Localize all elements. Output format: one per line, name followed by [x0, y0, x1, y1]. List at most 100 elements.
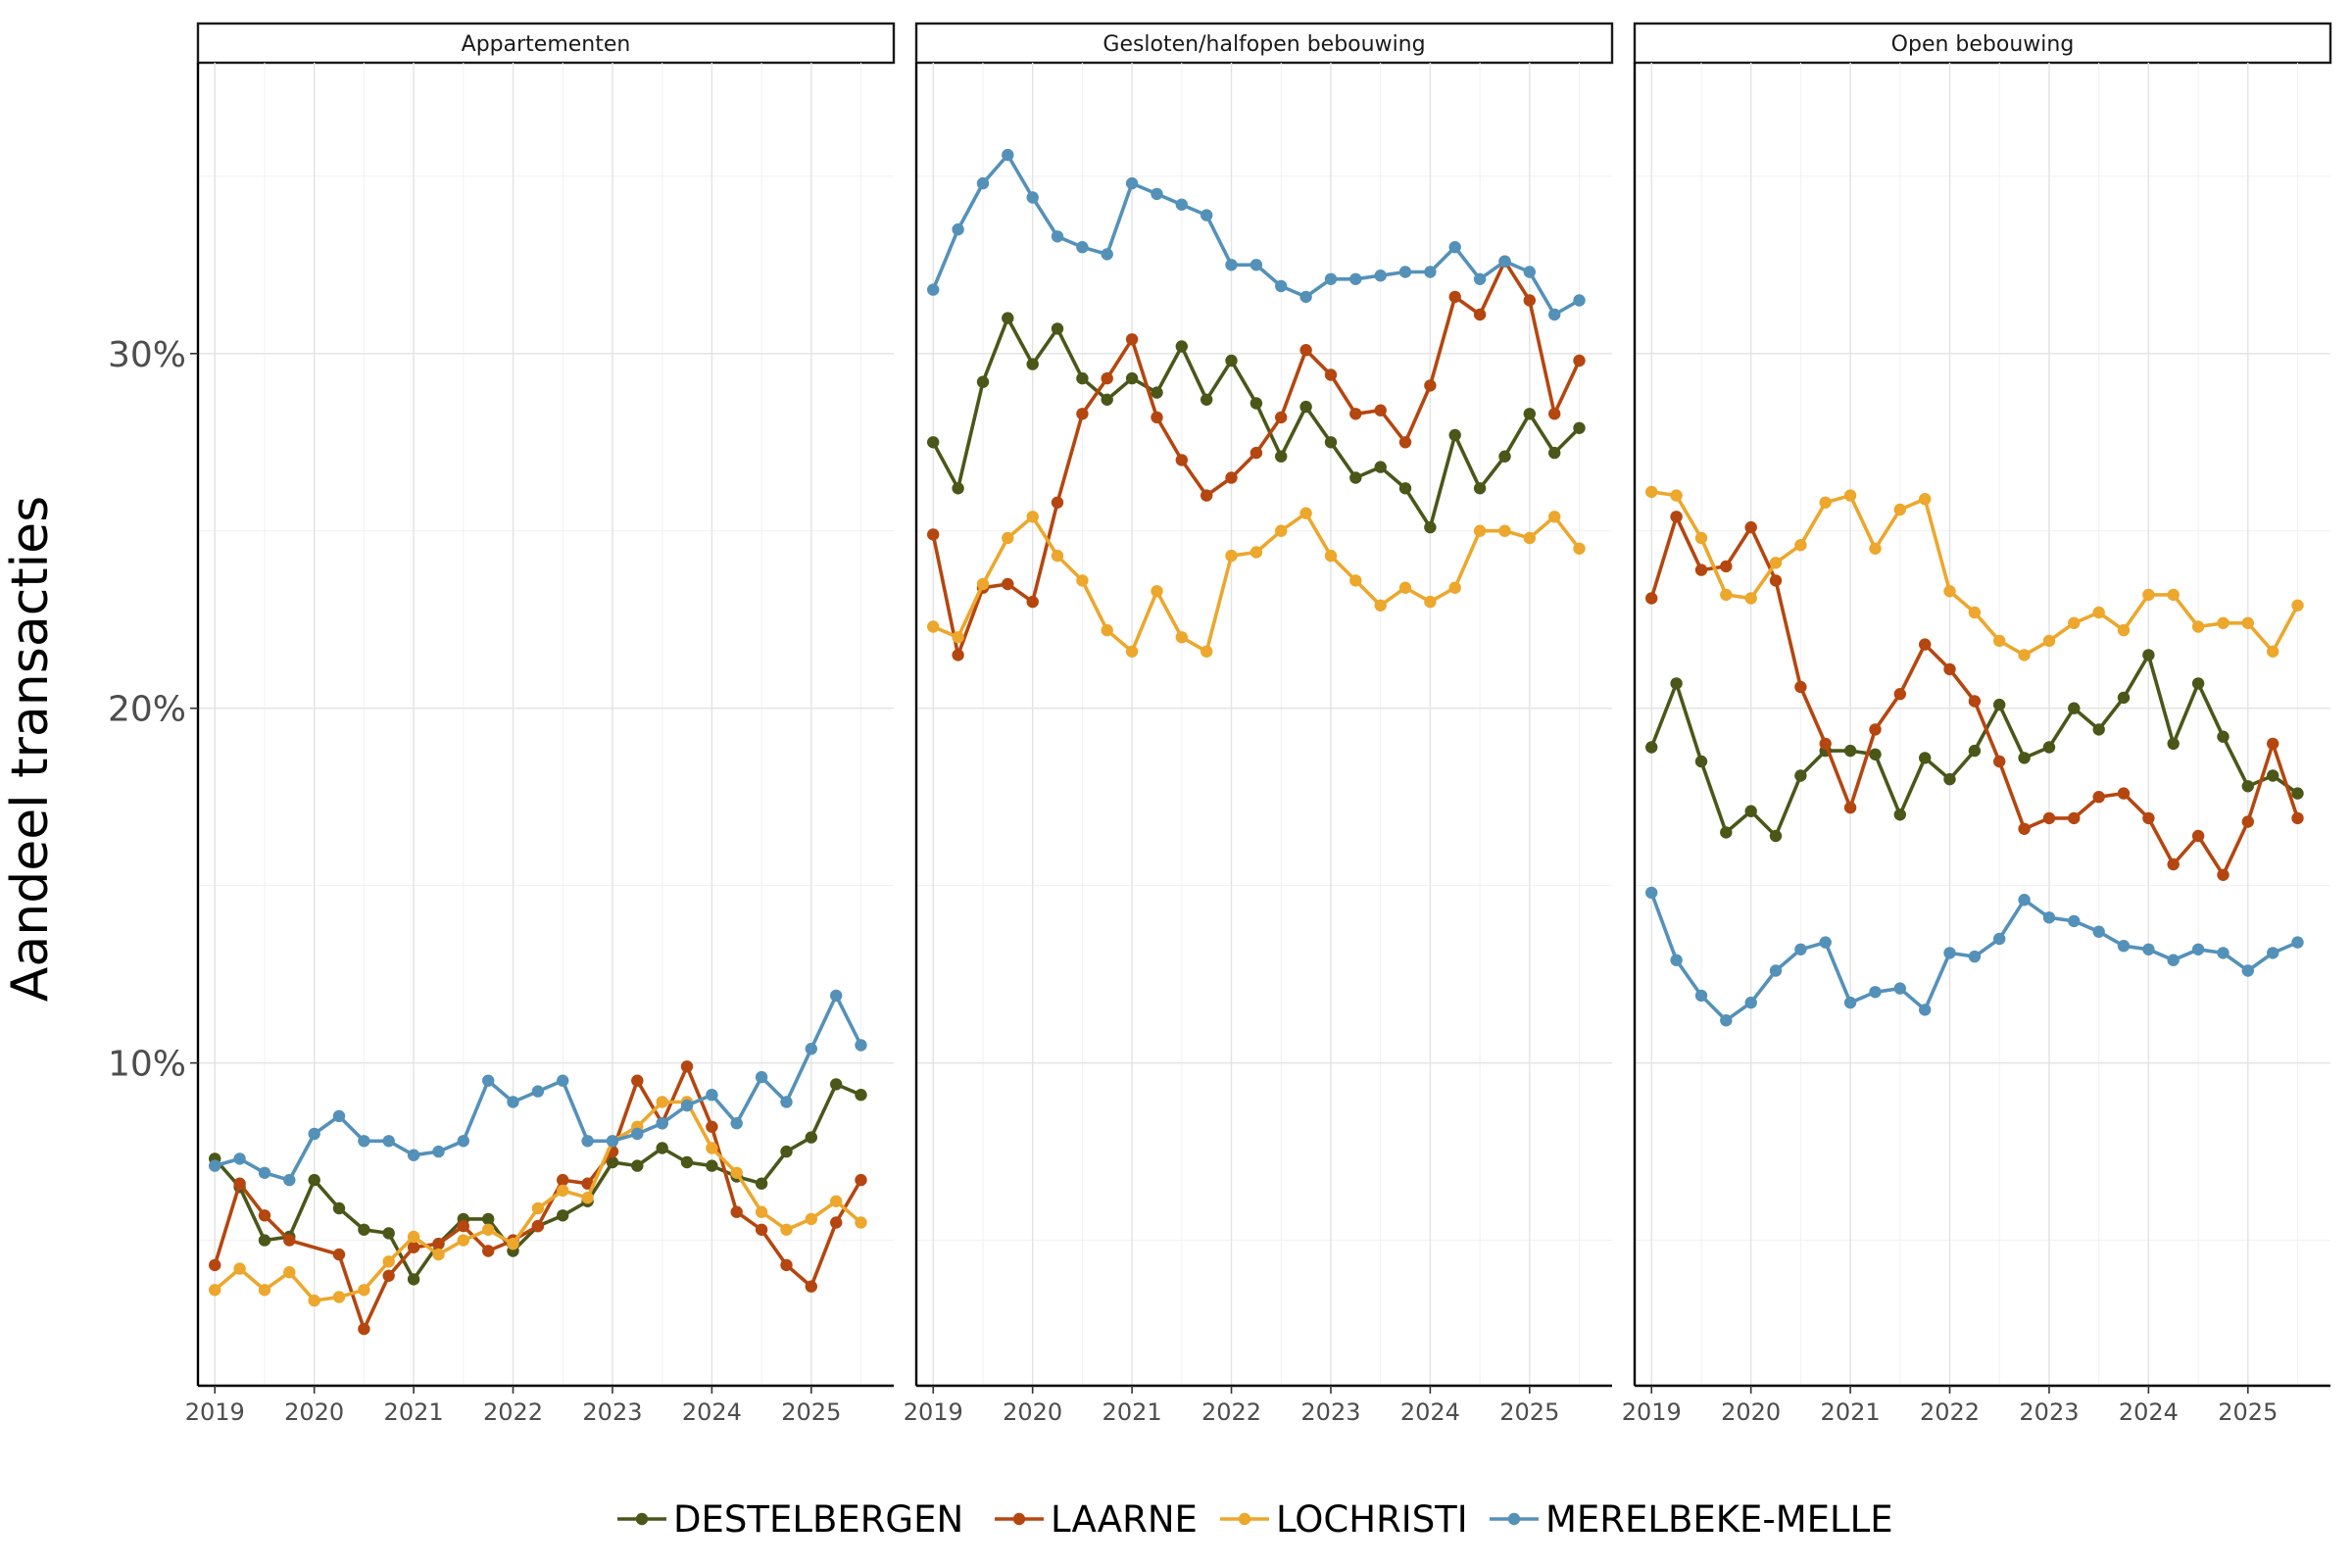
- data-point: [780, 1223, 793, 1237]
- data-point: [1843, 744, 1857, 758]
- data-point: [1275, 450, 1288, 463]
- data-point: [2267, 947, 2279, 959]
- data-point: [1498, 524, 1511, 537]
- data-point: [656, 1096, 668, 1108]
- data-point: [755, 1205, 768, 1218]
- panel-2: Gesloten/halfopen bebouwing 2019 2020 2021 2…: [904, 22, 1614, 1426]
- x-tick-label: 2019: [185, 1398, 245, 1426]
- data-point: [2217, 947, 2230, 959]
- data-point: [1548, 446, 1561, 460]
- data-point: [1026, 191, 1039, 204]
- data-point: [1349, 574, 1362, 587]
- data-point: [706, 1089, 718, 1102]
- data-point: [1101, 623, 1113, 637]
- data-point: [432, 1238, 445, 1250]
- panel-title: Gesloten/halfopen bebouwing: [1102, 32, 1425, 57]
- data-point: [432, 1248, 445, 1261]
- data-point: [1794, 680, 1807, 694]
- data-point: [1175, 631, 1189, 644]
- x-tick-label: 2019: [1622, 1398, 1682, 1426]
- data-point: [308, 1173, 320, 1187]
- data-point: [1744, 520, 1757, 534]
- data-point: [1498, 255, 1511, 268]
- data-point: [1573, 294, 1586, 307]
- data-point: [1076, 408, 1089, 420]
- data-point: [1051, 322, 1064, 335]
- data-point: [358, 1284, 370, 1297]
- data-point: [2117, 623, 2131, 637]
- data-point: [1398, 266, 1412, 278]
- data-point: [2267, 737, 2279, 751]
- data-point: [581, 1192, 594, 1204]
- data-point: [2117, 940, 2131, 953]
- data-point: [755, 1223, 768, 1237]
- data-point: [755, 1177, 768, 1190]
- data-point: [557, 1074, 569, 1087]
- data-point: [2241, 815, 2254, 828]
- data-point: [1349, 272, 1362, 285]
- data-point: [2191, 943, 2205, 956]
- data-point: [1448, 290, 1461, 304]
- data-point: [258, 1234, 271, 1247]
- data-point: [283, 1234, 296, 1247]
- data-point: [457, 1135, 469, 1148]
- data-point: [2042, 811, 2056, 825]
- data-point: [1943, 947, 1956, 959]
- data-point: [2042, 634, 2056, 648]
- data-point: [1473, 272, 1487, 285]
- data-point: [1548, 511, 1561, 523]
- data-point: [233, 1262, 246, 1275]
- data-point: [1573, 421, 1586, 434]
- legend-label: MERELBEKE-MELLE: [1545, 1498, 1893, 1541]
- data-point: [233, 1152, 246, 1165]
- data-point: [1101, 371, 1113, 385]
- panels: Appartementen 2019 2020 2021 2022 2023 2024 202…: [108, 22, 2332, 1426]
- y-tick-label: 30%: [108, 335, 186, 375]
- data-point: [1744, 805, 1757, 817]
- data-point: [358, 1322, 370, 1336]
- data-point: [780, 1258, 793, 1272]
- data-point: [233, 1177, 246, 1190]
- data-point: [855, 1173, 867, 1187]
- data-point: [1398, 482, 1412, 495]
- data-point: [2241, 780, 2254, 793]
- x-tick-label: 2020: [1721, 1398, 1781, 1426]
- data-point: [1993, 698, 2006, 711]
- x-tick-label: 2022: [483, 1398, 543, 1426]
- data-point: [2142, 649, 2155, 662]
- data-point: [1523, 531, 1537, 545]
- data-point: [1299, 507, 1312, 519]
- data-point: [1225, 549, 1238, 563]
- data-point: [1720, 588, 1733, 602]
- data-point: [1893, 688, 1907, 701]
- data-point: [1225, 471, 1238, 484]
- data-point: [2018, 649, 2031, 662]
- x-tick-label: 2021: [1821, 1398, 1881, 1426]
- data-point: [780, 1096, 793, 1108]
- data-point: [680, 1099, 694, 1112]
- data-point: [1869, 723, 1882, 736]
- data-point: [258, 1284, 271, 1297]
- data-point: [332, 1248, 346, 1261]
- data-point: [283, 1173, 296, 1187]
- data-point: [2018, 894, 2031, 906]
- data-point: [283, 1266, 296, 1279]
- data-point: [1299, 290, 1312, 304]
- data-point: [2241, 964, 2254, 977]
- data-point: [2092, 925, 2105, 938]
- data-point: [1324, 436, 1338, 449]
- data-point: [1250, 259, 1263, 271]
- data-point: [507, 1238, 519, 1250]
- data-point: [830, 1216, 843, 1229]
- data-point: [1720, 826, 1733, 839]
- data-point: [2217, 730, 2230, 743]
- data-point: [1424, 266, 1437, 278]
- data-point: [2068, 616, 2081, 629]
- data-point: [755, 1070, 768, 1084]
- data-point: [927, 283, 940, 296]
- data-point: [1968, 606, 1982, 619]
- data-point: [2068, 702, 2081, 714]
- data-point: [1893, 503, 1907, 516]
- data-point: [952, 631, 964, 644]
- data-point: [382, 1227, 395, 1240]
